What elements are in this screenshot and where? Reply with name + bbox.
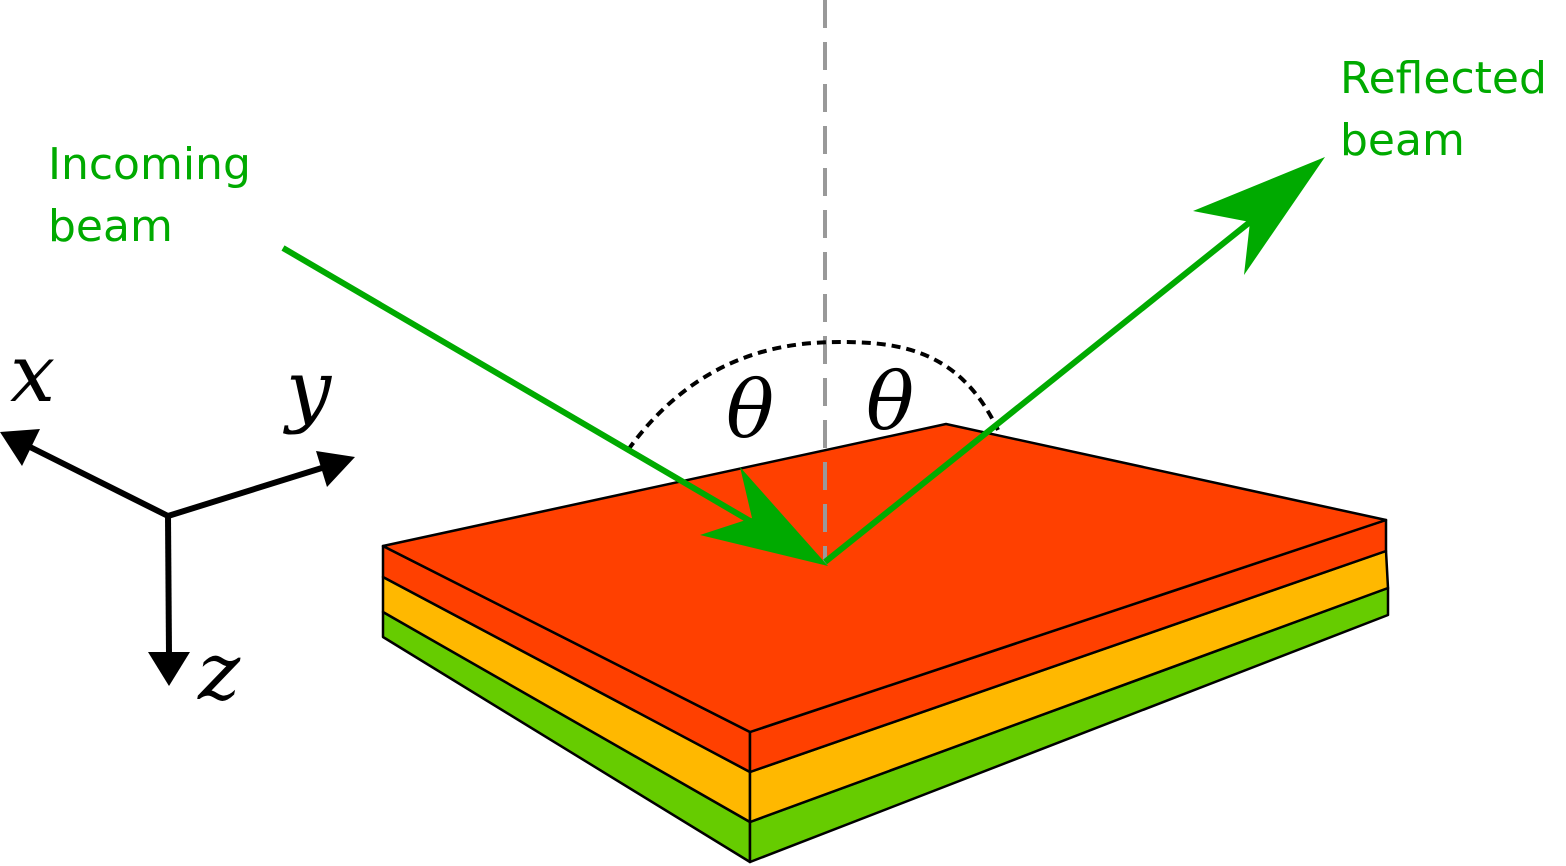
sample-slab (381, 422, 1390, 864)
x-axis-arrowhead (0, 429, 40, 466)
x-axis-line (28, 444, 170, 519)
z-axis-label: z (198, 625, 241, 718)
z-axis-arrowhead (148, 652, 190, 686)
incoming-beam-label-line2: beam (48, 201, 173, 252)
incoming-beam-label: Incoming beam (48, 134, 251, 258)
y-axis-label: y (286, 343, 332, 436)
reflected-beam (823, 157, 1325, 565)
incoming-beam (281, 245, 828, 566)
z-axis-line (165, 515, 172, 656)
angle-arc (626, 339, 1000, 452)
reflected-beam-label-line1: Reflected (1340, 53, 1547, 104)
y-axis-arrowhead (316, 451, 355, 487)
y-axis-line (167, 464, 326, 519)
coordinate-axes (0, 429, 355, 686)
incident-angle-label: θ (726, 363, 775, 456)
top-surface (381, 422, 1388, 734)
reflected-beam-arrowhead (1193, 157, 1325, 275)
reflected-beam-label-line2: beam (1340, 115, 1465, 166)
reflection-angle-label: θ (866, 355, 915, 448)
incoming-beam-label-line1: Incoming (48, 139, 251, 190)
x-axis-label: x (10, 327, 56, 420)
reflected-beam-label: Reflected beam (1340, 48, 1547, 172)
incoming-beam-arrowhead (700, 467, 828, 566)
